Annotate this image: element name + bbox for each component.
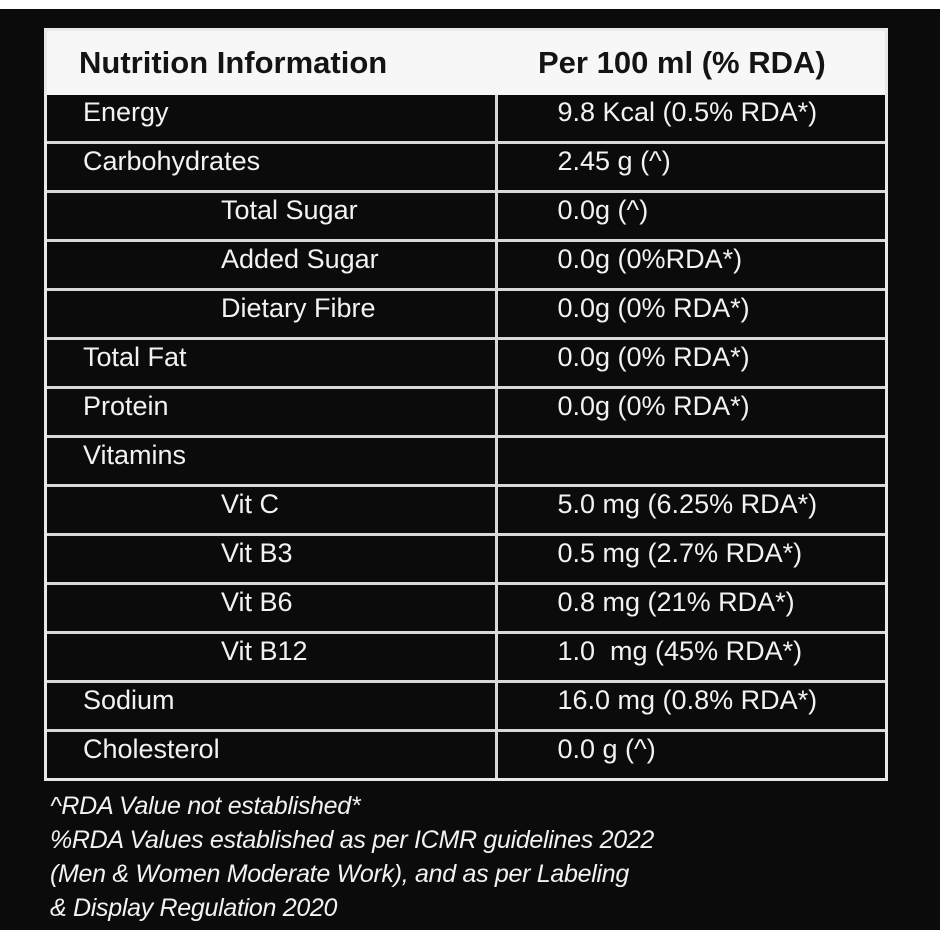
nutrient-value: 0.0g (^) — [496, 190, 885, 241]
nutrient-value — [496, 435, 885, 486]
nutrition-table-frame: Nutrition Information Per 100 ml (% RDA)… — [44, 28, 888, 781]
table-row-vitamins: Vitamins — [47, 435, 885, 486]
nutrient-value: 0.0 g (^) — [496, 729, 885, 778]
footnote-icmr-guidelines: %RDA Values established as per ICMR guid… — [50, 826, 655, 854]
nutrient-value: 0.0g (0% RDA*) — [496, 386, 885, 437]
table-row-protein: Protein 0.0g (0% RDA*) — [47, 386, 885, 437]
nutrient-name: Cholesterol — [47, 729, 498, 778]
nutrient-name: Vit B6 — [47, 582, 498, 633]
nutrient-name: Total Fat — [47, 337, 498, 388]
nutrient-value: 0.0g (0% RDA*) — [496, 337, 885, 388]
nutrient-name: Total Sugar — [47, 190, 498, 241]
nutrient-name: Vitamins — [47, 435, 498, 486]
nutrient-value: 1.0 mg (45% RDA*) — [496, 631, 885, 682]
footnote-men-women-work: (Men & Women Moderate Work), and as per … — [50, 860, 629, 888]
nutrient-name: Energy — [47, 95, 498, 143]
nutrient-value: 5.0 mg (6.25% RDA*) — [496, 484, 885, 535]
table-row-sodium: Sodium 16.0 mg (0.8% RDA*) — [47, 680, 885, 731]
nutrient-name: Added Sugar — [47, 239, 498, 290]
footnote-rda-not-established: ^RDA Value not established* — [50, 792, 361, 820]
table-row-added-sugar: Added Sugar 0.0g (0%RDA*) — [47, 239, 885, 290]
nutrient-value: 2.45 g (^) — [496, 141, 885, 192]
nutrient-name: Protein — [47, 386, 498, 437]
nutrient-value: 0.8 mg (21% RDA*) — [496, 582, 885, 633]
nutrient-value: 0.5 mg (2.7% RDA*) — [496, 533, 885, 584]
nutrient-name: Sodium — [47, 680, 498, 731]
table-row-total-fat: Total Fat 0.0g (0% RDA*) — [47, 337, 885, 388]
table-row-cholesterol: Cholesterol 0.0 g (^) — [47, 729, 885, 778]
table-row-dietary-fibre: Dietary Fibre 0.0g (0% RDA*) — [47, 288, 885, 339]
table-row-vit-b12: Vit B12 1.0 mg (45% RDA*) — [47, 631, 885, 682]
nutrient-name: Vit B3 — [47, 533, 498, 584]
table-row-vit-b3: Vit B3 0.5 mg (2.7% RDA*) — [47, 533, 885, 584]
nutrient-value: 16.0 mg (0.8% RDA*) — [496, 680, 885, 731]
table-row-total-sugar: Total Sugar 0.0g (^) — [47, 190, 885, 241]
footnotes: ^RDA Value not established* %RDA Values … — [50, 789, 654, 925]
table-row-energy: Energy 9.8 Kcal (0.5% RDA*) — [47, 95, 885, 143]
nutrient-name: Carbohydrates — [47, 141, 498, 192]
table-row-carbohydrates: Carbohydrates 2.45 g (^) — [47, 141, 885, 192]
nutrient-name: Vit B12 — [47, 631, 498, 682]
header-nutrition-information: Nutrition Information — [47, 31, 496, 95]
table-row-vit-b6: Vit B6 0.8 mg (21% RDA*) — [47, 582, 885, 633]
nutrition-table: Nutrition Information Per 100 ml (% RDA)… — [47, 31, 885, 778]
nutrient-name: Vit C — [47, 484, 498, 535]
table-row-vit-c: Vit C 5.0 mg (6.25% RDA*) — [47, 484, 885, 535]
nutrient-name: Dietary Fibre — [47, 288, 498, 339]
nutrient-value: 0.0g (0% RDA*) — [496, 288, 885, 339]
nutrient-value: 0.0g (0%RDA*) — [496, 239, 885, 290]
footnote-display-regulation: & Display Regulation 2020 — [50, 894, 338, 922]
label-background: Nutrition Information Per 100 ml (% RDA)… — [0, 9, 940, 930]
table-header-row: Nutrition Information Per 100 ml (% RDA) — [47, 31, 885, 95]
header-per-100ml: Per 100 ml (% RDA) — [496, 31, 885, 95]
nutrient-value: 9.8 Kcal (0.5% RDA*) — [557, 97, 818, 127]
